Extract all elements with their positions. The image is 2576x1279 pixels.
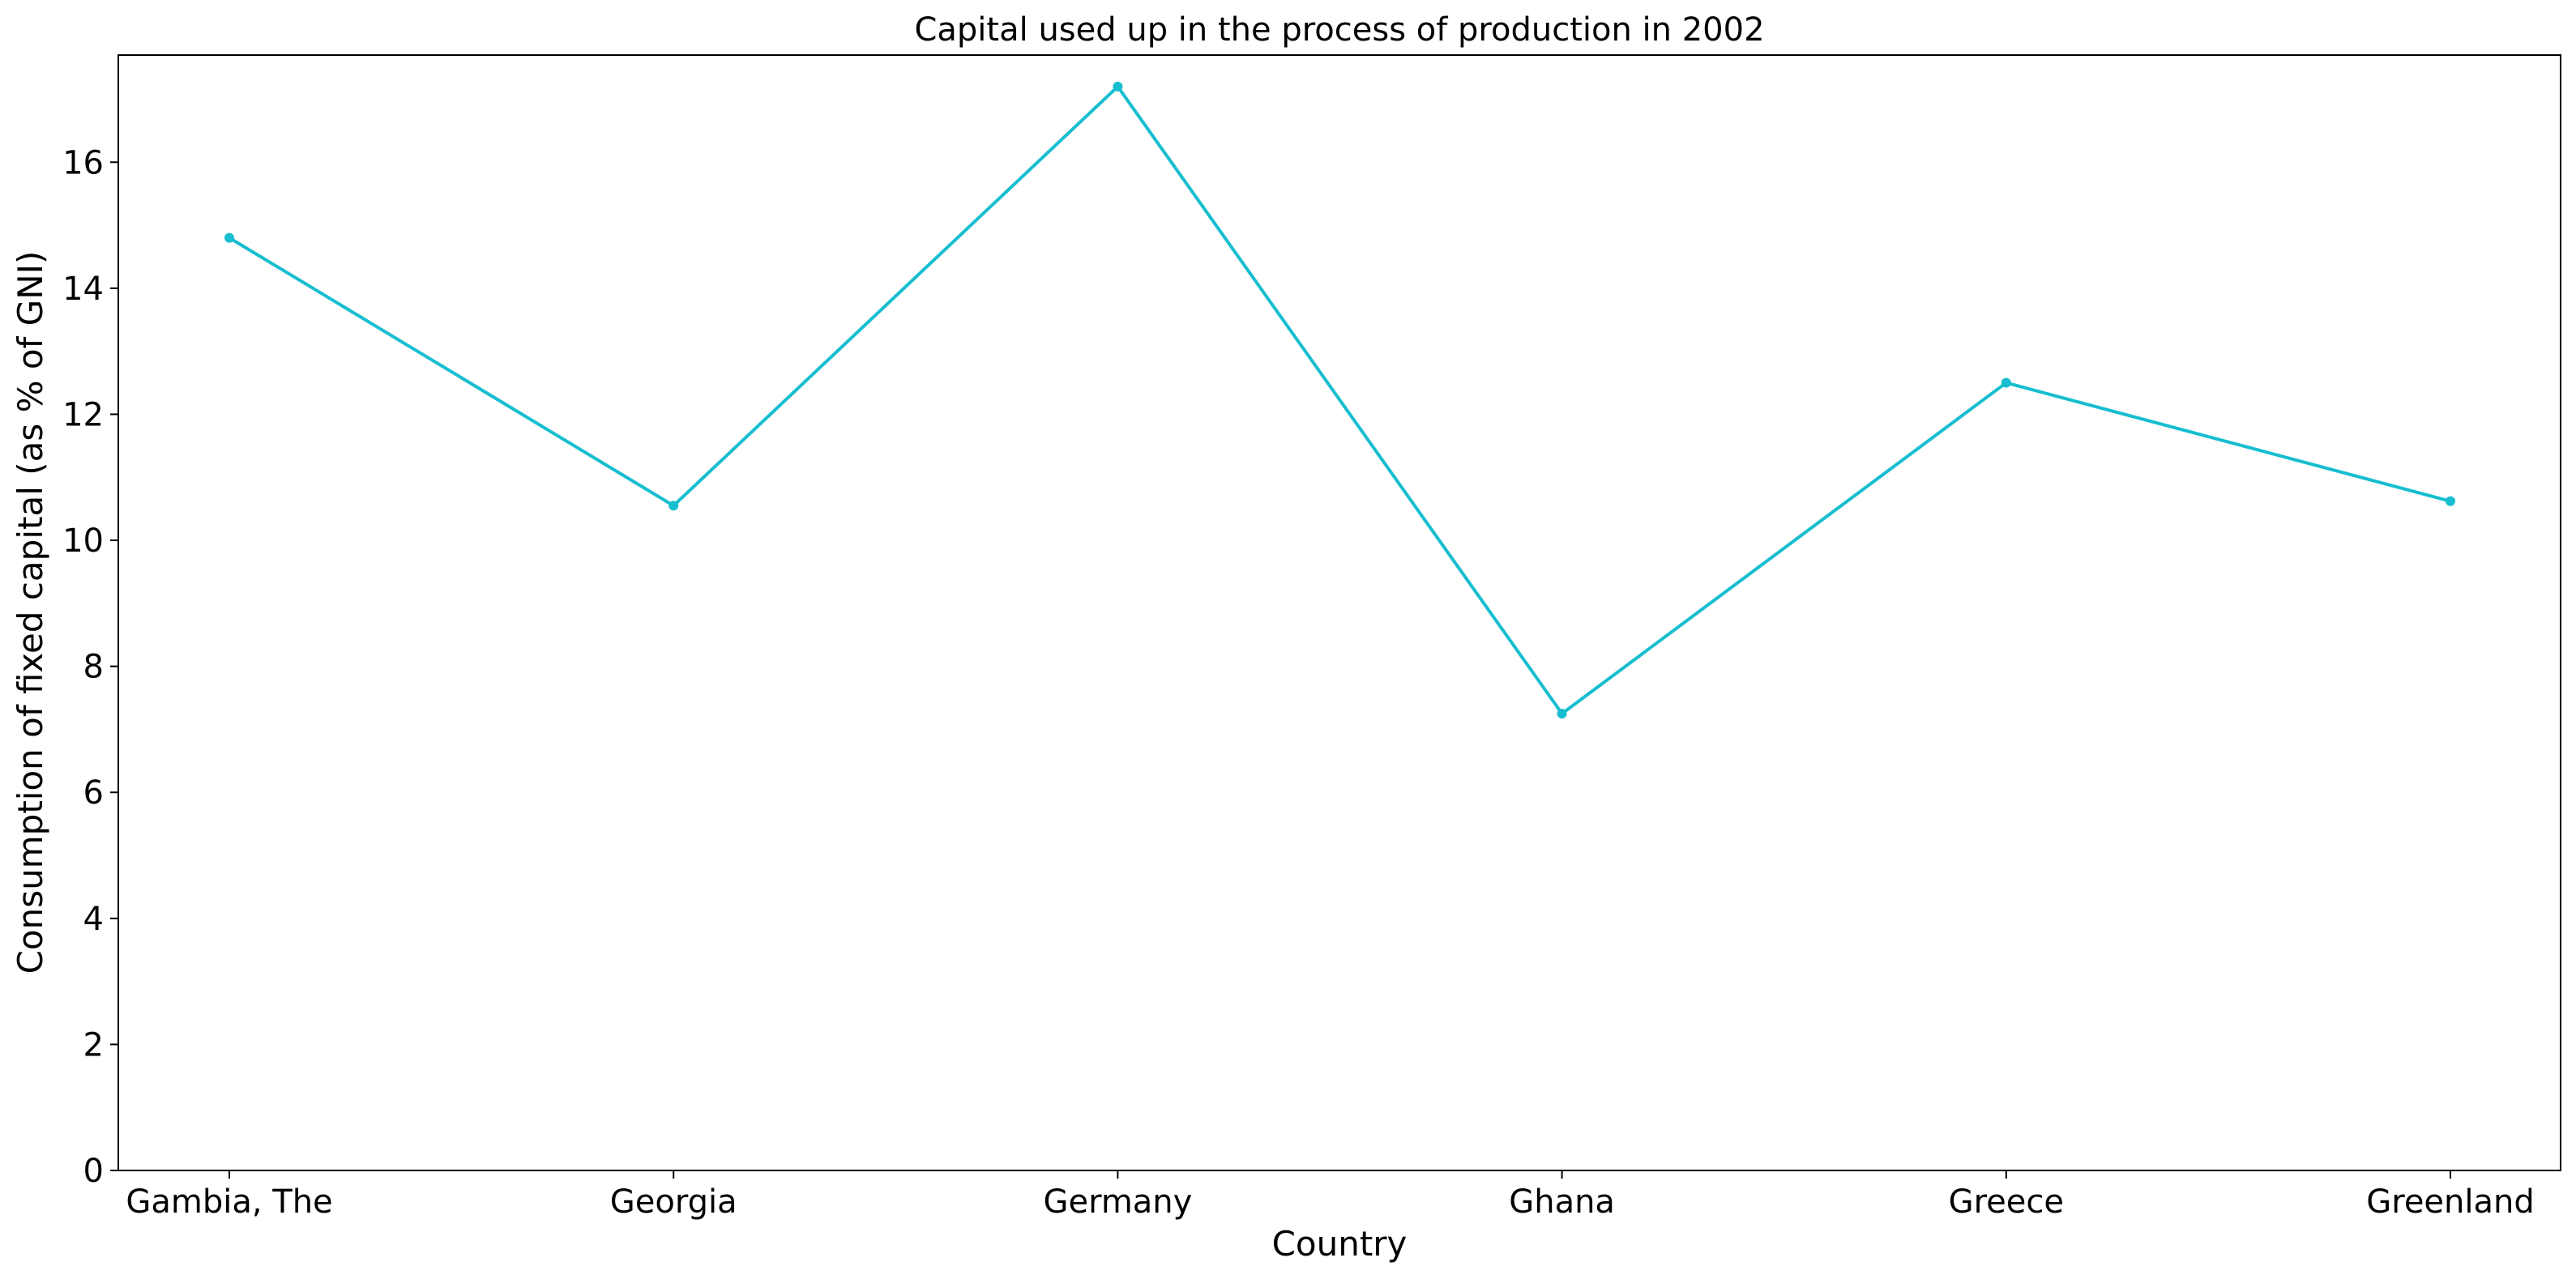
series-line	[228, 84, 2451, 715]
plot-area	[117, 54, 2561, 1171]
y-tick-label: 8	[83, 649, 104, 686]
x-tick-label: Germany	[1043, 1183, 1192, 1221]
data-point	[224, 232, 234, 243]
y-tick-label: 2	[83, 1026, 104, 1064]
y-tick-label: 12	[62, 396, 104, 433]
y-axis-ticks: 0 2 4 6 8 10 12 14 16	[62, 144, 118, 1190]
data-point	[2446, 496, 2455, 506]
y-tick-label: 4	[83, 901, 104, 938]
series-layer	[224, 81, 2455, 718]
y-tick-label: 16	[62, 144, 104, 181]
y-axis-label: Consumption of fixed capital (as % of GN…	[11, 251, 50, 974]
x-axis-ticks: Gambia, The Georgia Germany Ghana Greece Gree…	[126, 1170, 2535, 1221]
data-point	[1113, 81, 1123, 92]
y-tick-label: 14	[62, 271, 104, 308]
data-point	[1557, 708, 1567, 718]
y-tick-label: 0	[83, 1153, 104, 1190]
x-tick-label: Greenland	[2366, 1183, 2535, 1221]
x-tick-label: Greece	[1949, 1183, 2064, 1221]
x-tick-label: Ghana	[1509, 1183, 1615, 1221]
chart-title: Capital used up in the process of produc…	[914, 11, 1764, 49]
x-axis-label: Country	[1272, 1224, 1408, 1264]
x-tick-label: Gambia, The	[126, 1183, 332, 1221]
y-tick-label: 6	[83, 774, 104, 812]
x-tick-label: Georgia	[610, 1183, 737, 1221]
y-tick-label: 10	[62, 522, 104, 560]
data-point	[669, 501, 679, 511]
data-point	[2001, 377, 2011, 388]
